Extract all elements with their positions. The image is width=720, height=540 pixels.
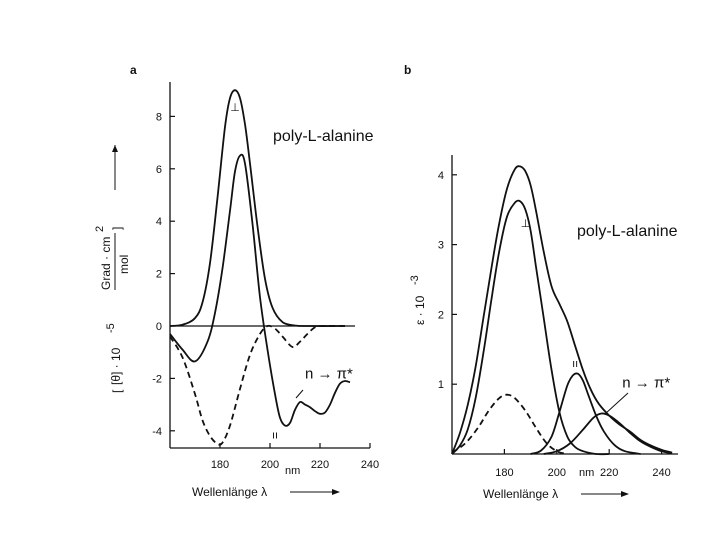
panel-b-x-arrowhead: [621, 491, 629, 497]
panel-a-annotation: poly-L-alanine: [273, 128, 374, 145]
panel-b-annotation: poly-L-alanine: [577, 223, 678, 240]
panel-a-x-tick-label: 220: [311, 459, 329, 471]
panel-b-band-label: ⊥: [521, 218, 531, 230]
panel-a-y-tick-label: -4: [152, 426, 162, 438]
panel-a-x-ticks: 180 200 220 240: [211, 443, 379, 471]
panel-b-x-tick-label: 240: [652, 467, 670, 479]
panel-b-y-tick-label: 4: [438, 170, 444, 182]
panel-b-series-3: [543, 412, 673, 455]
panel-b-series-1: [451, 199, 610, 456]
panel-b-y-tick-label: 1: [438, 379, 444, 391]
panel-a-series-1: [169, 89, 346, 327]
panel-a-x-label: Wellenlänge λ: [192, 485, 267, 499]
panel-a-curves: [169, 89, 351, 446]
panel-b-curves: [451, 165, 673, 456]
panel-a-y-label: [θ] · 10 -5 [ ] Grad · cm 2 mol: [94, 145, 131, 393]
panel-a-y-tick-label: 4: [156, 216, 162, 228]
panel-b-x-tick-label: 220: [600, 467, 618, 479]
panel-b-band-label: ıı: [572, 358, 578, 370]
panel-a-y-tick-label: 2: [156, 269, 162, 281]
panel-a-band-label: ıı: [272, 430, 278, 442]
panel-a-y-arrowhead: [112, 145, 118, 152]
panel-a-y-label-exp: -5: [105, 323, 117, 333]
panel-a-band-label: ⊥: [230, 102, 240, 114]
panel-a-y-tick-label: 8: [156, 111, 162, 123]
panel-b-y-tick-label: 3: [438, 240, 444, 252]
panel-a-x-tick-label: 240: [361, 459, 379, 471]
panel-b-y-label: ε · 10 -3: [409, 275, 427, 325]
panel-a-y-label-num-sup: 2: [94, 226, 106, 232]
panel-b-transition-label: n → π*: [622, 375, 670, 392]
panel-a-transition-pointer: [295, 389, 304, 399]
panel-b-y-ticks: 4 3 2 1: [438, 170, 457, 391]
panel-b-y-label-exp: -3: [409, 275, 421, 285]
panel-a-x-tick-label: 200: [261, 459, 279, 471]
panel-b-x-ticks: 180 200 220 240: [495, 449, 671, 479]
panel-a: a 8 6 4 2 0 -2 -4 180 200 220 240 ⊥ ıı poly-L-alan…: [94, 63, 379, 499]
panel-b-label: b: [404, 63, 411, 77]
panel-a-series-0: [169, 153, 351, 427]
panel-b-series-4: [451, 393, 568, 455]
panel-a-y-ticks: 8 6 4 2 0 -2 -4: [152, 111, 175, 438]
panel-b-transition-pointer: [604, 392, 629, 415]
panel-a-label: a: [130, 63, 137, 77]
panel-b-series-2: [530, 372, 641, 455]
panel-b-x-tick-label: 200: [548, 467, 566, 479]
panel-a-y-tick-label: 6: [156, 164, 162, 176]
panel-a-transition-label: n → π*: [305, 365, 353, 382]
panel-a-bracket-right: ]: [110, 227, 124, 230]
panel-b-band-labels: ⊥ ıı: [521, 218, 579, 370]
panel-a-y-label-num: Grad · cm: [99, 237, 113, 290]
panel-b-x-label: Wellenlänge λ: [483, 487, 558, 501]
panel-b-y-label-text: ε · 10: [413, 295, 427, 325]
panel-b-x-unit: nm: [579, 467, 594, 479]
panel-a-y-label-prefix: [θ] · 10: [109, 347, 123, 385]
panel-a-band-labels: ⊥ ıı: [230, 102, 278, 442]
panel-b-x-tick-label: 180: [495, 467, 513, 479]
panel-a-x-arrowhead: [332, 489, 340, 495]
panel-b: b 4 3 2 1 180 200 220 240 ⊥ ıı poly-L-alanine n…: [404, 63, 678, 501]
panel-a-x-tick-label: 180: [211, 459, 229, 471]
panel-a-x-unit: nm: [285, 465, 300, 477]
panel-a-series-2: [169, 324, 346, 446]
panel-a-y-tick-label: -2: [152, 373, 162, 385]
panel-b-y-tick-label: 2: [438, 309, 444, 321]
panel-a-y-label-den: mol: [117, 255, 131, 274]
panel-a-bracket-left: [: [110, 389, 124, 393]
panel-b-series-0: [451, 165, 673, 455]
panel-a-y-tick-label: 0: [156, 321, 162, 333]
